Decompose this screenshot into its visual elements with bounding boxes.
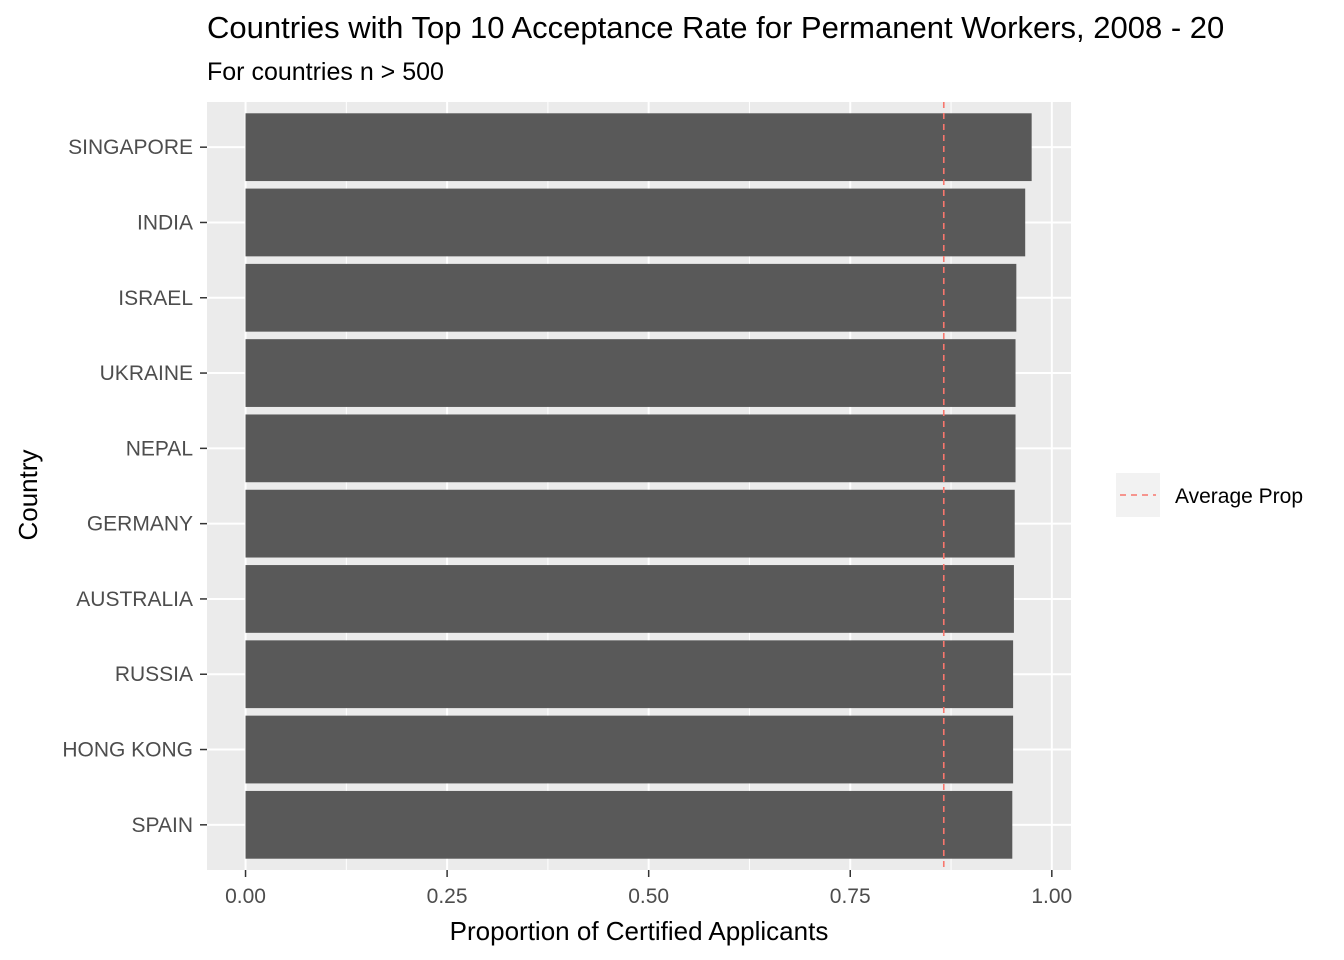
bar-australia — [245, 565, 1014, 633]
chart-subtitle: For countries n > 500 — [207, 58, 444, 86]
x-axis: 0.00 0.25 0.50 0.75 1.00 — [225, 870, 1072, 908]
legend: Average Prop — [1116, 473, 1303, 517]
y-tick-label: ISRAEL — [118, 287, 193, 310]
legend-label-average-prop: Average Prop — [1175, 485, 1303, 508]
bar-hong-kong — [245, 715, 1014, 784]
y-tick-label: AUSTRALIA — [76, 588, 193, 611]
x-tick-label: 0.50 — [628, 885, 669, 908]
bar-spain — [245, 790, 1013, 859]
y-tick-label: NEPAL — [126, 437, 193, 460]
bar-russia — [245, 640, 1014, 709]
bar-israel — [245, 263, 1017, 332]
y-tick-label: UKRAINE — [100, 362, 193, 385]
bar-ukraine — [245, 339, 1016, 407]
y-tick-label: SINGAPORE — [68, 136, 193, 159]
y-tick-label: HONG KONG — [62, 739, 193, 762]
bar-singapore — [245, 113, 1032, 182]
x-axis-title: Proportion of Certified Applicants — [450, 916, 829, 946]
y-axis-title: Country — [13, 449, 43, 540]
x-tick-label: 0.00 — [225, 885, 266, 908]
bar-nepal — [245, 414, 1016, 483]
x-tick-label: 0.25 — [427, 885, 468, 908]
bar-india — [245, 188, 1026, 257]
x-tick-label: 1.00 — [1031, 885, 1072, 908]
bar-germany — [245, 489, 1015, 558]
x-tick-label: 0.75 — [830, 885, 871, 908]
y-axis: SINGAPORE INDIA ISRAEL UKRAINE NEPAL GERMANY A… — [62, 136, 207, 837]
y-tick-label: INDIA — [137, 211, 193, 234]
y-tick-label: SPAIN — [132, 814, 193, 837]
y-tick-label: GERMANY — [87, 513, 193, 536]
bars — [245, 113, 1032, 859]
y-tick-label: RUSSIA — [115, 663, 193, 686]
chart-title: Countries with Top 10 Acceptance Rate fo… — [207, 10, 1225, 45]
